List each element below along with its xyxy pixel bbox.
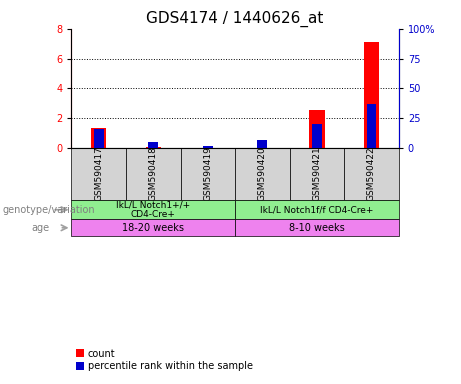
Bar <box>148 142 158 148</box>
Text: age: age <box>31 223 49 233</box>
Bar <box>364 42 379 148</box>
Bar <box>235 200 399 219</box>
Text: IkL/L Notch1f/f CD4-Cre+: IkL/L Notch1f/f CD4-Cre+ <box>260 205 373 214</box>
Bar <box>258 140 267 148</box>
Bar <box>235 219 399 236</box>
Bar <box>94 129 104 148</box>
Bar <box>181 148 235 200</box>
Text: GSM590417: GSM590417 <box>94 147 103 202</box>
Text: GSM590422: GSM590422 <box>367 147 376 201</box>
Text: 8-10 weeks: 8-10 weeks <box>289 223 345 233</box>
Bar <box>344 148 399 200</box>
Bar <box>71 200 235 219</box>
Title: GDS4174 / 1440626_at: GDS4174 / 1440626_at <box>147 11 324 27</box>
Text: GSM590419: GSM590419 <box>203 147 213 202</box>
Bar <box>91 128 106 148</box>
Text: 18-20 weeks: 18-20 weeks <box>122 223 184 233</box>
Bar <box>290 148 344 200</box>
Text: genotype/variation: genotype/variation <box>2 205 95 215</box>
Bar <box>203 146 213 148</box>
Bar <box>309 110 325 148</box>
Text: IkL/L Notch1+/+
CD4-Cre+: IkL/L Notch1+/+ CD4-Cre+ <box>116 200 190 219</box>
Text: GSM590420: GSM590420 <box>258 147 267 201</box>
Bar <box>126 148 181 200</box>
Text: GSM590418: GSM590418 <box>149 147 158 202</box>
Bar <box>71 219 235 236</box>
Bar <box>71 148 126 200</box>
Bar <box>235 148 290 200</box>
Text: GSM590421: GSM590421 <box>313 147 321 201</box>
Legend: count, percentile rank within the sample: count, percentile rank within the sample <box>77 349 253 371</box>
Bar <box>366 104 376 148</box>
Bar <box>146 147 161 148</box>
Bar <box>312 124 322 148</box>
